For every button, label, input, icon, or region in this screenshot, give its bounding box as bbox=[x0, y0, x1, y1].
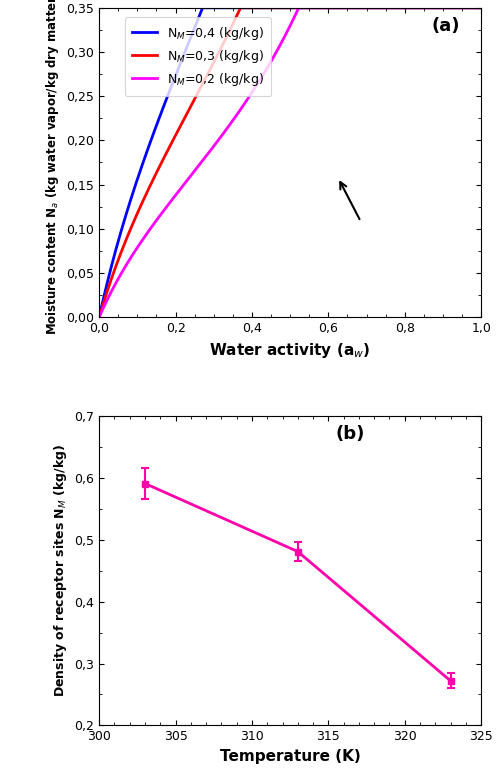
N$_{M}$=0,3 (kg/kg) bbox=[271, 3, 277, 12]
N$_{M}$=0,2 (kg/kg) bbox=[296, 3, 302, 12]
N$_{M}$=0,4 (kg/kg) bbox=[116, 235, 122, 244]
N$_{M}$=0,4 (kg/kg) bbox=[199, 3, 205, 12]
Text: (b): (b) bbox=[336, 425, 366, 443]
N$_{M}$=0,3 (kg/kg) bbox=[96, 312, 102, 321]
X-axis label: Temperature (K): Temperature (K) bbox=[220, 749, 361, 764]
N$_{M}$=0,4 (kg/kg) bbox=[396, 3, 402, 12]
X-axis label: Water activity (a$_{w}$): Water activity (a$_{w}$) bbox=[209, 341, 371, 360]
Y-axis label: Moisture content N$_{a}$ (kg water vapor/kg dry matter): Moisture content N$_{a}$ (kg water vapor… bbox=[44, 0, 61, 335]
N$_{M}$=0,3 (kg/kg) bbox=[465, 3, 471, 12]
N$_{M}$=0,2 (kg/kg) bbox=[281, 33, 287, 42]
N$_{M}$=0,4 (kg/kg) bbox=[96, 311, 102, 321]
N$_{M}$=0,2 (kg/kg) bbox=[476, 3, 482, 12]
N$_{M}$=0,3 (kg/kg) bbox=[238, 3, 244, 12]
N$_{M}$=0,4 (kg/kg) bbox=[281, 3, 287, 12]
N$_{M}$=0,3 (kg/kg) bbox=[476, 3, 482, 12]
N$_{M}$=0,2 (kg/kg) bbox=[465, 3, 471, 12]
N$_{M}$=0,2 (kg/kg) bbox=[396, 3, 402, 12]
N$_{M}$=0,2 (kg/kg) bbox=[116, 273, 122, 282]
N$_{M}$=0,4 (kg/kg) bbox=[465, 3, 471, 12]
N$_{M}$=0,3 (kg/kg) bbox=[281, 3, 287, 12]
N$_{M}$=0,4 (kg/kg) bbox=[465, 3, 471, 12]
N$_{M}$=0,2 (kg/kg) bbox=[271, 51, 277, 61]
Y-axis label: Density of receptor sites N$_{M}$ (kg/kg): Density of receptor sites N$_{M}$ (kg/kg… bbox=[52, 444, 69, 697]
Text: (a): (a) bbox=[432, 17, 460, 35]
Line: N$_{M}$=0,4 (kg/kg): N$_{M}$=0,4 (kg/kg) bbox=[99, 8, 479, 316]
N$_{M}$=0,3 (kg/kg) bbox=[396, 3, 402, 12]
N$_{M}$=0,4 (kg/kg) bbox=[271, 3, 277, 12]
Line: N$_{M}$=0,3 (kg/kg): N$_{M}$=0,3 (kg/kg) bbox=[99, 8, 479, 317]
Legend: N$_{M}$=0,4 (kg/kg), N$_{M}$=0,3 (kg/kg), N$_{M}$=0,2 (kg/kg): N$_{M}$=0,4 (kg/kg), N$_{M}$=0,3 (kg/kg)… bbox=[124, 17, 271, 96]
N$_{M}$=0,2 (kg/kg) bbox=[465, 3, 471, 12]
N$_{M}$=0,3 (kg/kg) bbox=[116, 254, 122, 263]
N$_{M}$=0,2 (kg/kg) bbox=[96, 312, 102, 321]
Line: N$_{M}$=0,2 (kg/kg): N$_{M}$=0,2 (kg/kg) bbox=[99, 8, 479, 317]
N$_{M}$=0,4 (kg/kg) bbox=[476, 3, 482, 12]
N$_{M}$=0,3 (kg/kg) bbox=[465, 3, 471, 12]
